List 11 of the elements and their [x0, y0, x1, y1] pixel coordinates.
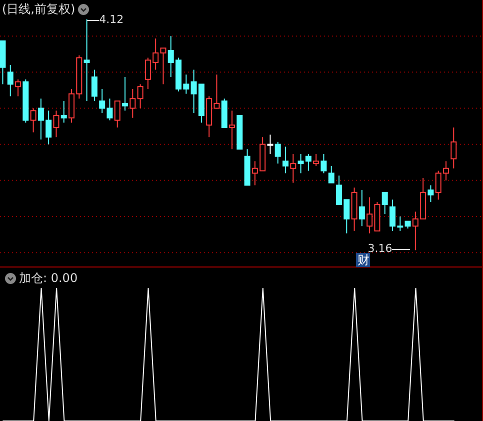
annotation: 4.12 [98, 13, 124, 26]
annotation: 财 [356, 253, 370, 267]
candlestick [290, 153, 296, 184]
annotation: 3.16 [368, 242, 394, 256]
candlestick [450, 126, 457, 169]
candlestick [229, 110, 236, 150]
candlestick [53, 110, 60, 138]
chart-title: (日线,前复权) [2, 1, 76, 18]
chart-title: 加仓: 0.00 [19, 270, 78, 287]
candlestick [130, 88, 136, 118]
candlestick [351, 187, 358, 232]
